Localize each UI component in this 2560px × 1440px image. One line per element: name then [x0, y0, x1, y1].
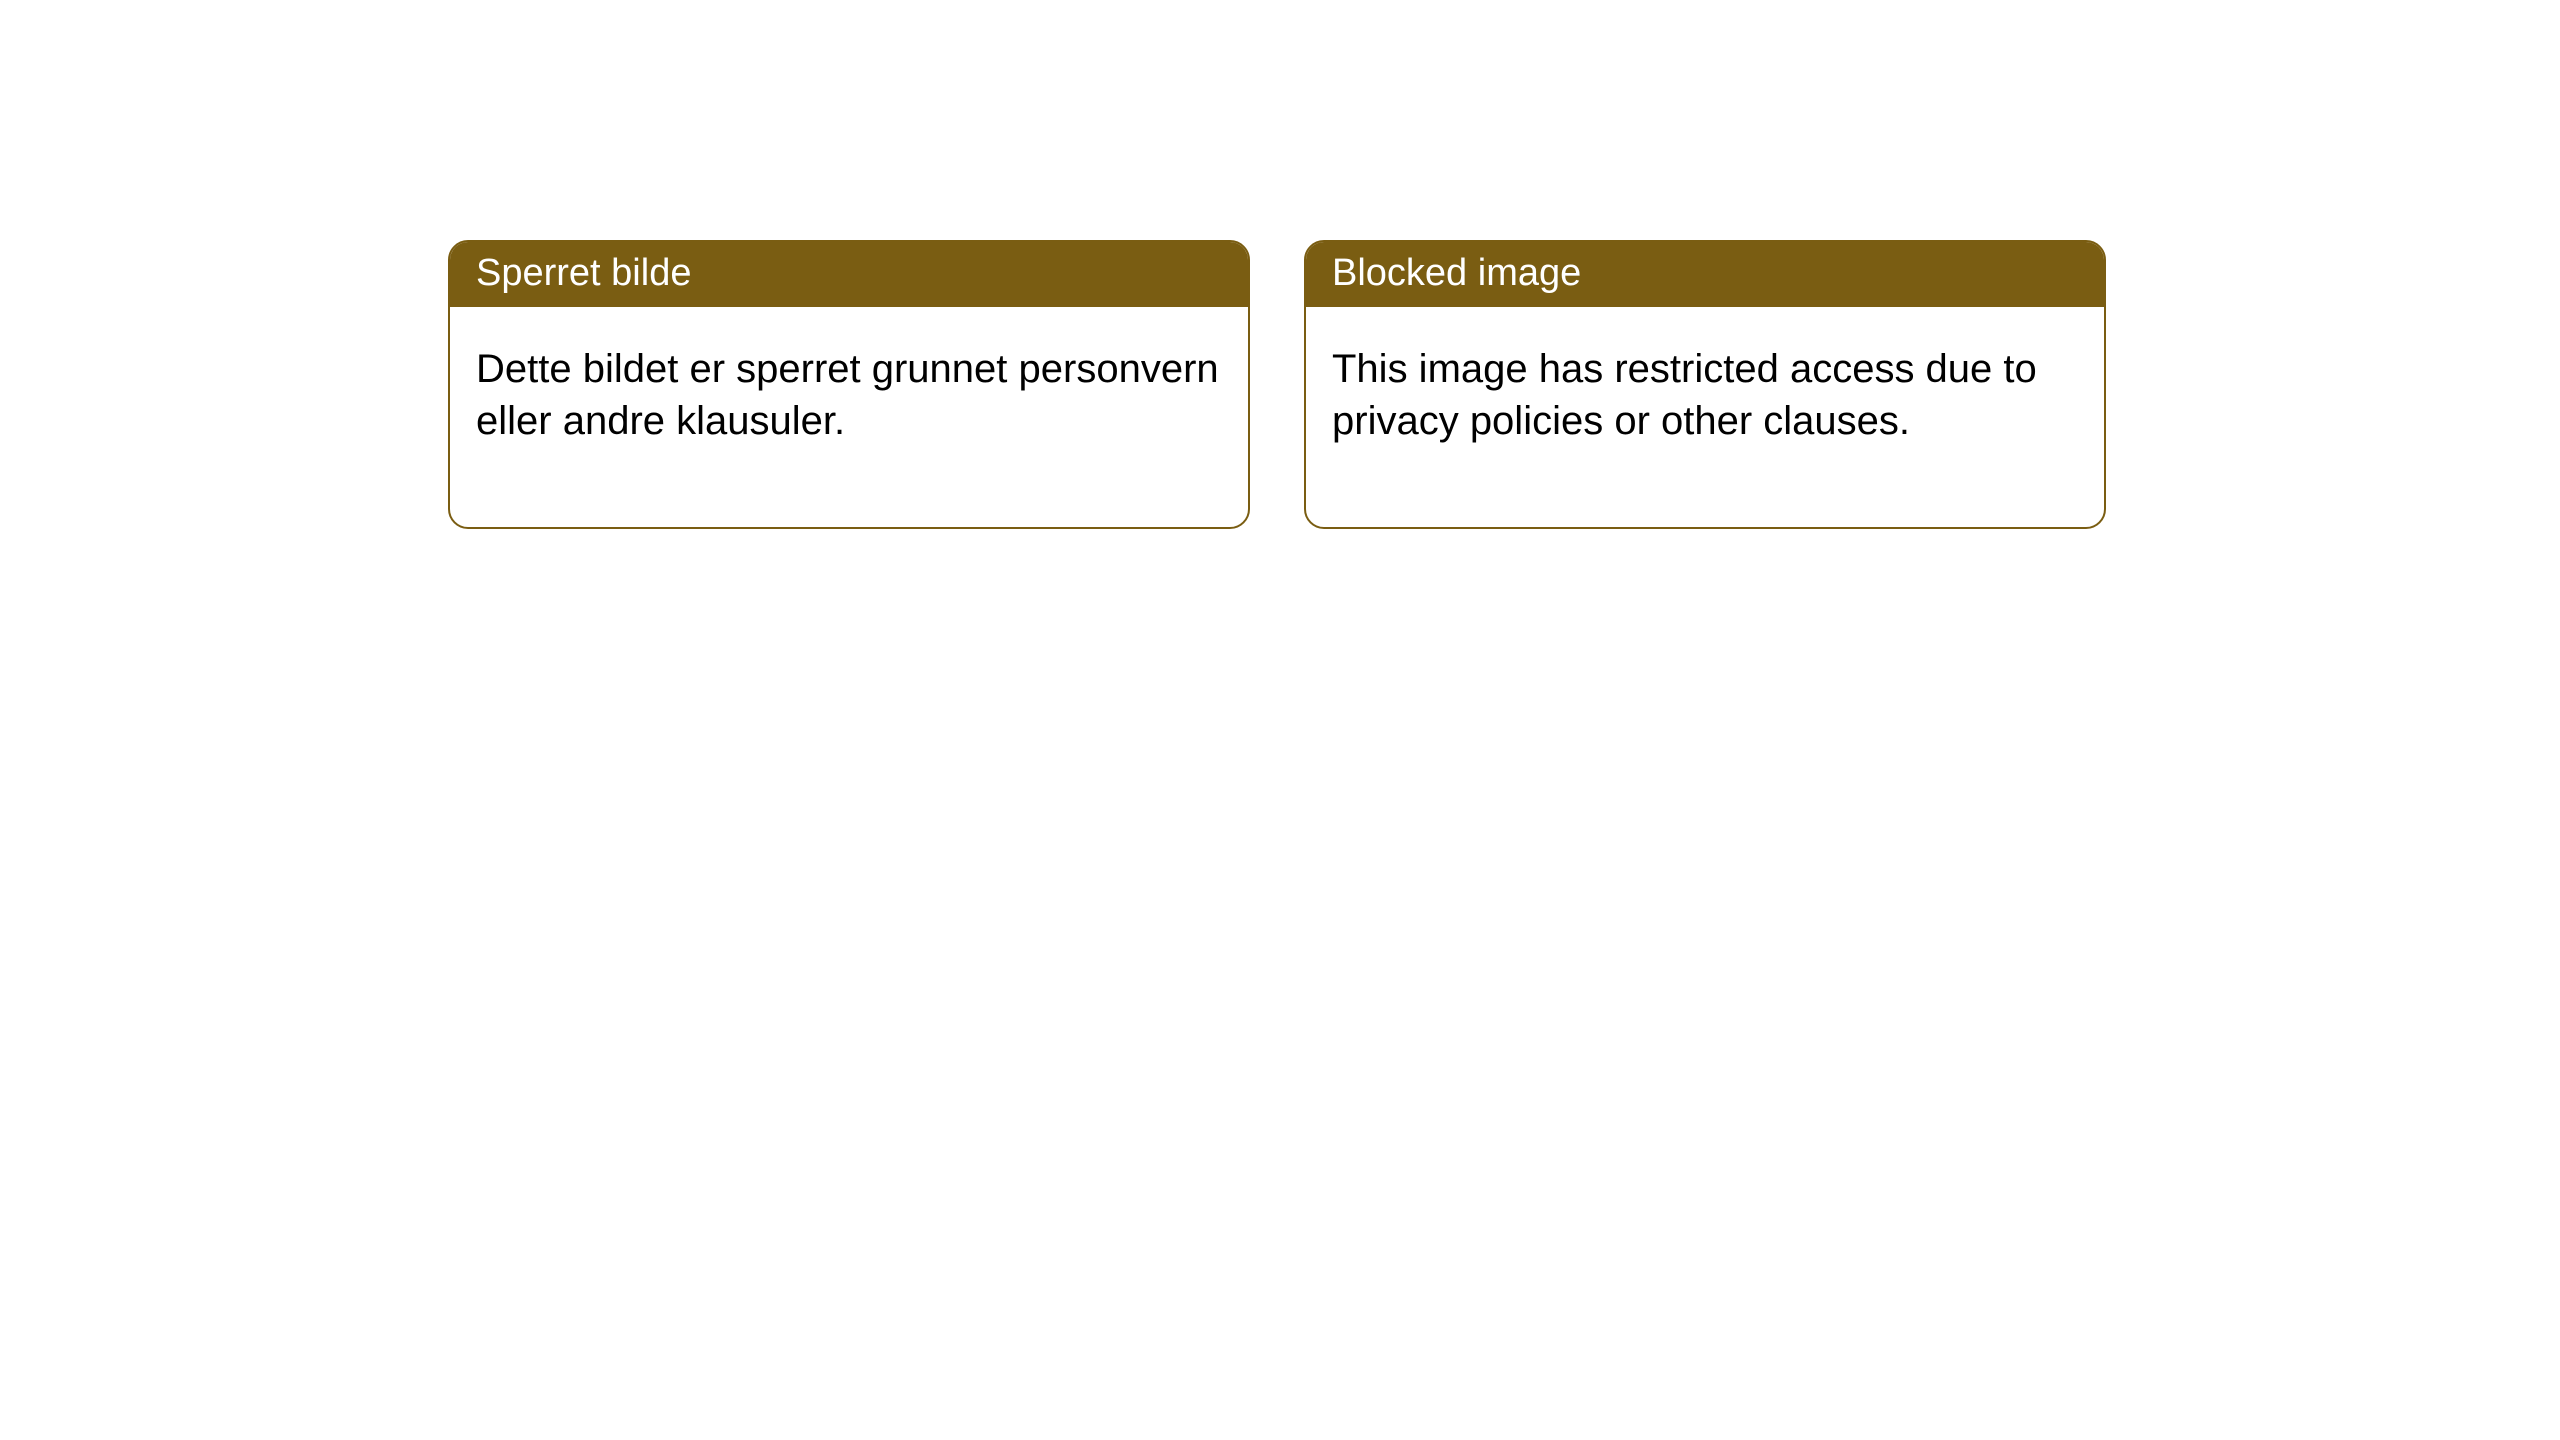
card-header: Blocked image — [1306, 242, 2104, 307]
notice-card-norwegian: Sperret bilde Dette bildet er sperret gr… — [448, 240, 1250, 529]
card-body: This image has restricted access due to … — [1306, 307, 2104, 527]
notice-card-english: Blocked image This image has restricted … — [1304, 240, 2106, 529]
card-body-text: Dette bildet er sperret grunnet personve… — [476, 347, 1219, 443]
notice-container: Sperret bilde Dette bildet er sperret gr… — [448, 240, 2106, 529]
card-body: Dette bildet er sperret grunnet personve… — [450, 307, 1248, 527]
card-body-text: This image has restricted access due to … — [1332, 347, 2037, 443]
card-header-text: Blocked image — [1332, 252, 1581, 294]
card-header: Sperret bilde — [450, 242, 1248, 307]
card-header-text: Sperret bilde — [476, 252, 691, 294]
